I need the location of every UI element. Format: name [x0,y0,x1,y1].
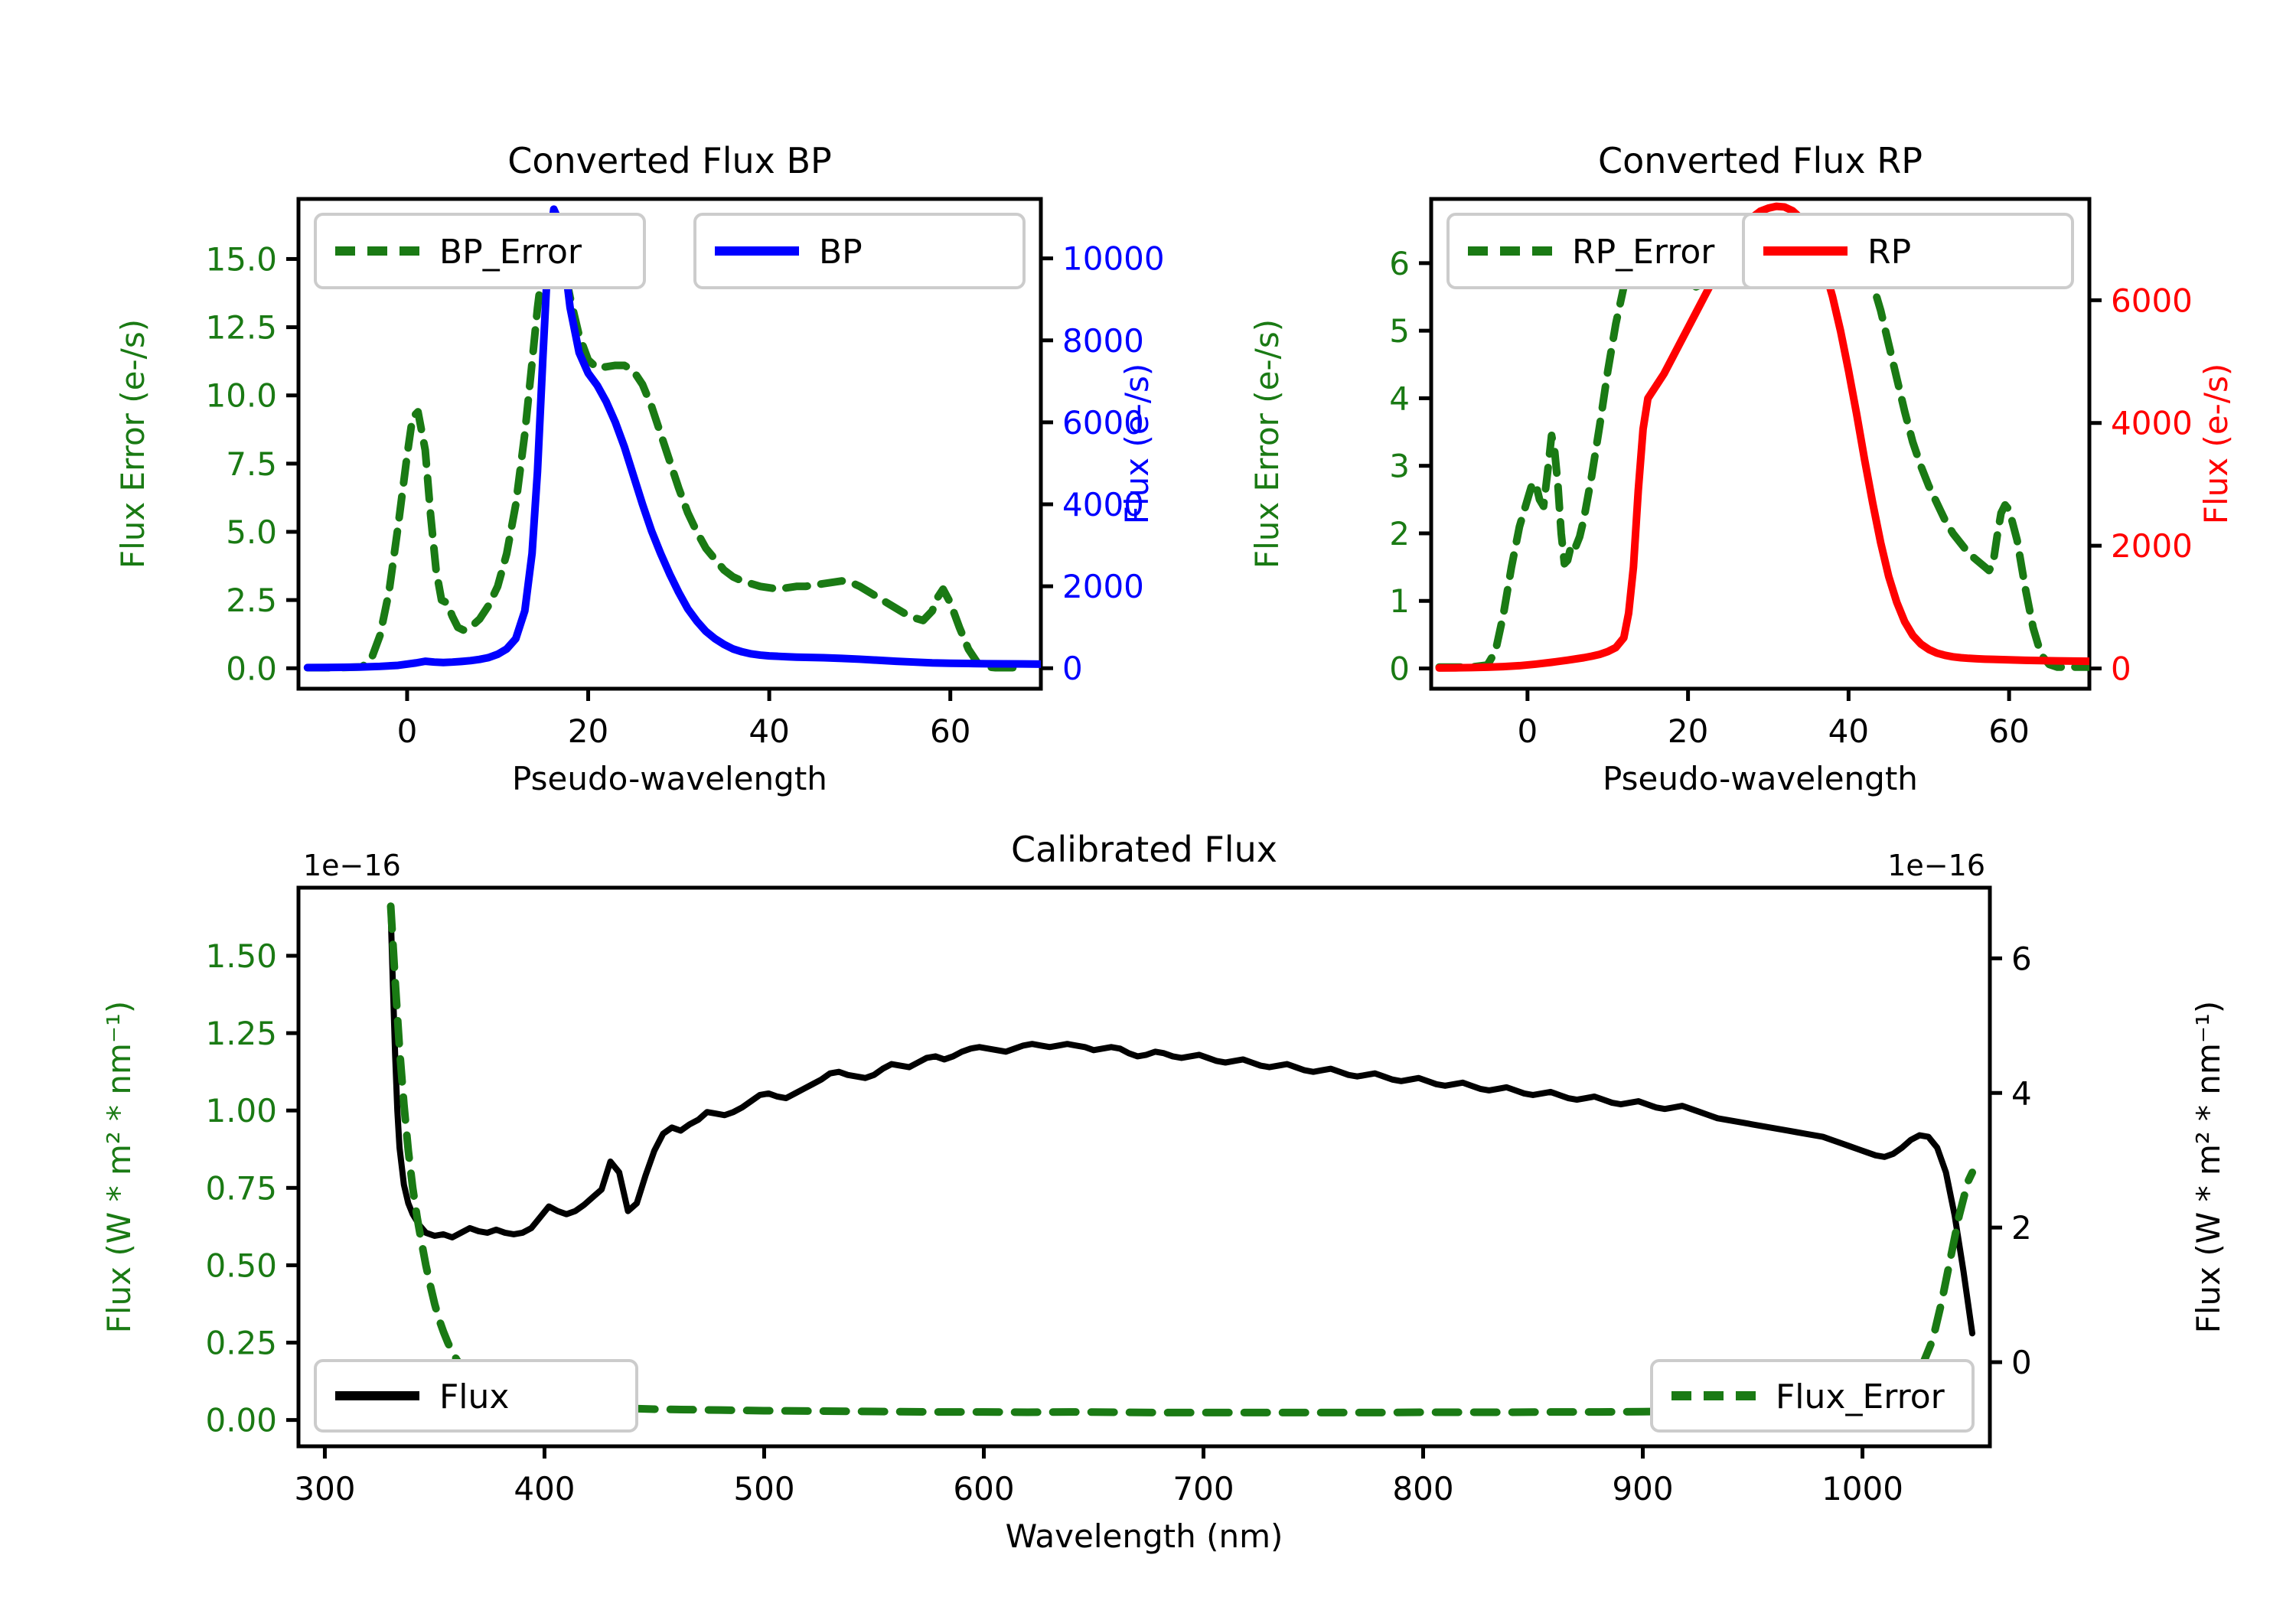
legend-label: BP [819,233,863,272]
legend-label: Flux [439,1377,509,1416]
chart-title: Converted Flux BP [507,140,832,181]
panel-converted-flux-bp: Converted Flux BP 0 20 40 60 Pseudo-wavelengt… [0,46,1165,857]
x-tick-label: 0 [1517,712,1538,750]
legend-flux[interactable]: Flux [314,1359,638,1433]
y-tick-label-right: 0 [1062,650,1083,687]
legend-bp_error[interactable]: BP_Error [314,213,646,289]
plot-frame [296,197,1043,691]
y-tick-label-left: 10.0 [205,377,277,415]
legend-rp_error[interactable]: RP_Error [1446,213,1779,289]
y-tick-label-left: 2 [1389,515,1410,553]
y-axis-label-left: Flux (W * m² * nm⁻¹) [100,1001,138,1334]
series-line [1435,202,2089,672]
x-tick-label: 20 [568,712,608,750]
y-tick-label-right: 0 [2011,1344,2032,1381]
chart-title: Calibrated Flux [1011,829,1277,870]
y-tick-label-right: 6000 [2111,282,2193,319]
y-tick-label-left: 0.0 [226,650,277,687]
x-tick-label: 800 [1392,1470,1453,1508]
x-tick-label: 40 [748,712,789,750]
plot-frame [1429,197,2092,691]
y-axis-label-left: Flux Error (e-/s) [114,319,152,569]
y-tick-label-left: 1.00 [205,1092,277,1129]
y-axis-label-right: Flux (W * m² * nm⁻¹) [2190,1001,2227,1334]
y-axis-offset-left: 1e−16 [303,849,401,882]
y-tick-label-right: 2000 [2111,527,2193,565]
series-line [303,205,1041,672]
y-tick-label-right: 6 [2011,940,2032,977]
legend-label: RP [1867,233,1911,272]
series-line [387,911,1976,1337]
y-tick-label-right: 10000 [1062,240,1165,278]
x-tick-label: 60 [1988,712,2029,750]
series-line [303,225,1027,672]
x-tick-label: 1000 [1821,1470,1903,1508]
series-line [386,902,1977,1416]
x-tick-label: 600 [953,1470,1014,1508]
x-tick-label: 40 [1828,712,1869,750]
y-tick-label-left: 0.50 [205,1247,277,1284]
chart-title: Converted Flux RP [1598,140,1923,181]
y-tick-label-left: 1 [1389,582,1410,620]
y-tick-label-right: 8000 [1062,322,1144,360]
y-tick-label-left: 5 [1389,312,1410,350]
panel-calibrated-flux: Calibrated Flux 300 400 500 600 700 800 900 1000… [0,811,2296,1607]
x-tick-label: 300 [294,1470,355,1508]
y-tick-label-right: 6000 [1062,404,1144,442]
legend-label: Flux_Error [1776,1377,1945,1416]
x-tick-label: 900 [1612,1470,1673,1508]
y-tick-label-left: 0 [1389,650,1410,688]
x-tick-label: 400 [514,1470,575,1508]
y-axis-offset-right: 1e−16 [1887,849,1985,882]
y-tick-label-left: 1.50 [205,937,277,975]
y-tick-label-right: 4000 [2111,405,2193,442]
series-line [1435,225,2089,671]
y-tick-label-left: 6 [1389,245,1410,282]
y-tick-label-left: 15.0 [205,240,277,278]
x-axis-label: Pseudo-wavelength [1603,760,1918,797]
y-tick-label-right: 2 [2011,1209,2032,1247]
y-tick-label-left: 4 [1389,380,1410,417]
y-axis-label-right: Flux (e-/s) [1118,363,1156,524]
x-tick-label: 0 [397,712,418,750]
legend-label: RP_Error [1572,233,1715,272]
plot-frame [296,885,1992,1449]
legend-flux_error[interactable]: Flux_Error [1650,1359,1975,1433]
x-tick-label: 700 [1172,1470,1234,1508]
y-tick-label-left: 3 [1389,448,1410,485]
y-tick-label-left: 2.5 [226,582,277,619]
legend-rp[interactable]: RP [1742,213,2074,289]
legend-label: BP_Error [439,233,582,272]
y-tick-label-right: 0 [2111,650,2131,688]
y-tick-label-left: 7.5 [226,445,277,483]
x-tick-label: 500 [733,1470,794,1508]
x-tick-label: 60 [930,712,970,750]
y-tick-label-left: 12.5 [205,309,277,347]
y-tick-label-left: 1.25 [205,1015,277,1052]
x-axis-label: Pseudo-wavelength [512,760,827,797]
y-tick-label-left: 0.00 [205,1402,277,1439]
y-axis-label-left: Flux Error (e-/s) [1248,319,1286,569]
y-tick-label-left: 0.75 [205,1169,277,1207]
y-tick-label-right: 2000 [1062,568,1144,605]
y-tick-label-right: 4000 [1062,486,1144,523]
y-tick-label-left: 5.0 [226,513,277,551]
y-axis-label-right: Flux (e-/s) [2197,363,2235,524]
panel-converted-flux-rp: Converted Flux RP 0 20 40 60 Pseudo-wavelengt… [1148,46,2296,857]
x-axis-label: Wavelength (nm) [1006,1517,1283,1555]
y-tick-label-right: 4 [2011,1074,2032,1112]
x-tick-label: 20 [1668,712,1708,750]
legend-bp[interactable]: BP [693,213,1026,289]
y-tick-label-left: 0.25 [205,1325,277,1362]
